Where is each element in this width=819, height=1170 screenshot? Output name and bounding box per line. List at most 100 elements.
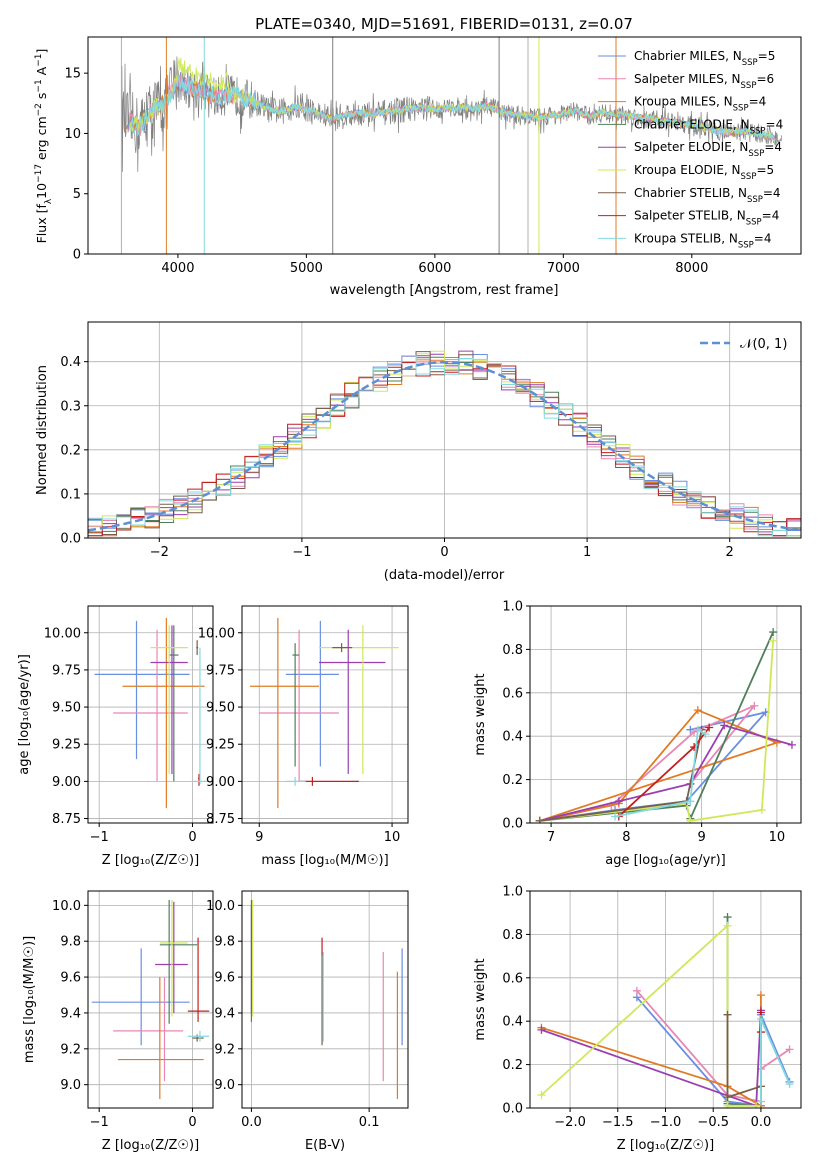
- y-tick-label: 10.00: [198, 626, 235, 641]
- mass-weight-marker: [756, 991, 765, 1000]
- mass-weight-marker: [723, 1093, 732, 1102]
- mass-weight-marker: [535, 816, 544, 823]
- plot-area: [535, 628, 796, 823]
- x-tick-label: 8000: [675, 261, 708, 276]
- legend-sub: SSP: [750, 126, 766, 136]
- legend-text: Kroupa STELIB, N: [634, 231, 738, 245]
- y-axis-label: Normed distribution: [35, 365, 50, 495]
- mass-weight-marker: [686, 816, 695, 823]
- mass-weight-marker: [632, 986, 641, 995]
- y-tick-label: 9.00: [206, 775, 235, 790]
- x-tick-label: 1: [583, 545, 591, 560]
- legend-text: Chabrier ELODIE, N: [634, 117, 750, 131]
- plot-area: [91, 899, 210, 1100]
- y-axis-label-part: λ: [44, 198, 54, 204]
- y-tick-label: 8.75: [52, 812, 81, 827]
- x-axis-label: Z [log₁₀(Z/Z☉)]: [102, 853, 199, 868]
- y-axis-label-part: −1: [34, 79, 44, 92]
- mass-weight-marker: [787, 740, 796, 749]
- x-tick-label: −1: [90, 1115, 109, 1130]
- mass-weight-marker: [693, 706, 702, 715]
- histogram-salpeter-stelib: [88, 361, 801, 537]
- y-axis-label: mass [log₁₀(M/M☉)]: [22, 936, 37, 1063]
- x-tick-label: 4000: [161, 261, 194, 276]
- x-tick-label: 9: [255, 830, 263, 845]
- x-tick-label: 0.0: [751, 1115, 772, 1130]
- y-axis-label-part: 10: [34, 183, 49, 199]
- y-tick-label: 0.8: [502, 643, 523, 658]
- y-tick-label: 0.0: [60, 532, 81, 547]
- y-tick-label: 0.0: [502, 817, 523, 832]
- y-axis-label: mass weight: [473, 673, 488, 755]
- x-tick-label: 8: [622, 830, 630, 845]
- x-tick-label: −2.0: [554, 1115, 586, 1130]
- y-axis-label-part: Flux [f: [34, 204, 49, 244]
- histogram-chabrier-elodie: [88, 356, 801, 537]
- legend-text: =4: [763, 186, 781, 200]
- y-tick-label: 0.4: [60, 355, 81, 370]
- x-tick-label: 7000: [547, 261, 580, 276]
- axes-frame: [241, 605, 409, 824]
- histogram-salpeter-elodie: [88, 350, 801, 537]
- mass-weight-marker: [614, 797, 623, 806]
- x-tick-label: 2: [726, 545, 734, 560]
- y-tick-label: 0.3: [60, 399, 81, 414]
- mass-weight-marker: [686, 797, 695, 806]
- x-tick-label: 5000: [290, 261, 323, 276]
- legend-sub: SSP: [748, 149, 764, 159]
- y-tick-label: 9.25: [52, 738, 81, 753]
- y-tick-label: 9.8: [60, 935, 81, 950]
- axes-frame: [87, 605, 214, 824]
- mass-weight-line-chabrier-stelib: [726, 1014, 762, 1099]
- y-tick-label: 9.2: [60, 1042, 81, 1057]
- mass-weight-marker: [756, 1015, 765, 1024]
- plot-area: [94, 617, 210, 809]
- plot-area: [537, 913, 794, 1108]
- plot-area: [120, 37, 783, 254]
- y-tick-label: 1.0: [502, 600, 523, 615]
- mass-weight-marker: [537, 1025, 546, 1034]
- legend-text: Chabrier STELIB, N: [634, 186, 747, 200]
- mass-weight-marker: [611, 812, 620, 821]
- legend-text: Salpeter MILES, N: [634, 72, 741, 86]
- legend-text: Salpeter ELODIE, N: [634, 140, 748, 154]
- y-axis-label-part: ]: [34, 49, 49, 54]
- legend-text: =4: [766, 117, 784, 131]
- legend-entry: Salpeter STELIB, NSSP=4: [634, 209, 779, 228]
- y-tick-label: 0.4: [502, 1015, 523, 1030]
- axes-frame: [529, 605, 802, 824]
- legend-entry: 𝒩(0, 1): [740, 337, 787, 352]
- mass-weight-marker: [785, 1045, 794, 1054]
- y-tick-label: 9.2: [214, 1042, 235, 1057]
- y-tick-label: 9.0: [60, 1078, 81, 1093]
- legend-text: =6: [756, 72, 774, 86]
- y-tick-label: 9.6: [214, 971, 235, 986]
- y-tick-label: 9.0: [214, 1078, 235, 1093]
- y-tick-label: 0.2: [60, 443, 81, 458]
- mass-weight-marker: [723, 1010, 732, 1019]
- legend-entry: Kroupa MILES, NSSP=4: [634, 95, 766, 114]
- y-tick-label: 0: [73, 248, 81, 263]
- mass-weight-marker: [756, 1097, 765, 1106]
- mass-weight-marker: [705, 723, 714, 732]
- legend-text: =5: [756, 163, 774, 177]
- x-axis-label: Z [log₁₀(Z/Z☉)]: [102, 1138, 199, 1153]
- legend-text: Salpeter STELIB, N: [634, 209, 746, 223]
- x-tick-label: 7: [547, 830, 555, 845]
- mass-weight-marker: [537, 1090, 546, 1099]
- legend-entry: Kroupa STELIB, NSSP=4: [634, 231, 772, 250]
- legend-text: =5: [758, 49, 776, 63]
- y-tick-label: 0.0: [502, 1102, 523, 1117]
- histogram-chabrier-stelib: [88, 351, 801, 537]
- y-tick-label: 9.6: [60, 971, 81, 986]
- legend-entry: Chabrier ELODIE, NSSP=4: [634, 117, 783, 136]
- legend-sub: SSP: [733, 104, 749, 114]
- y-tick-label: 9.50: [52, 701, 81, 716]
- y-tick-label: 9.4: [214, 1006, 235, 1021]
- y-axis-label-part: −17: [34, 164, 44, 183]
- y-tick-label: 9.8: [214, 935, 235, 950]
- mass-weight-marker: [769, 628, 778, 637]
- y-tick-label: 0.2: [502, 1058, 523, 1073]
- x-tick-label: 0: [440, 545, 448, 560]
- mass-weight-marker: [750, 701, 759, 710]
